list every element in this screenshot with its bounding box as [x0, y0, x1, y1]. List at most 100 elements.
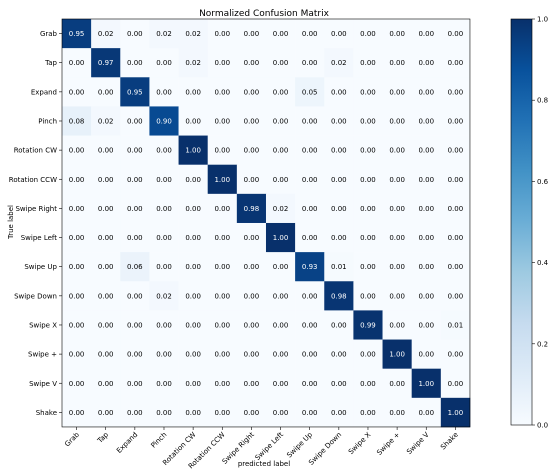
heatmap-cell	[62, 19, 92, 49]
heatmap-cell	[265, 106, 296, 136]
cell-value-label: 0.95	[69, 30, 85, 38]
heatmap-cell	[91, 222, 121, 253]
cell-value-label: 0.02	[156, 292, 172, 300]
heatmap-cell	[353, 310, 383, 340]
cell-value-label: 0.00	[214, 117, 230, 125]
cell-value-label: 0.00	[389, 234, 405, 242]
heatmap-cell	[236, 77, 267, 107]
x-tick-label: Pinch	[150, 431, 169, 450]
cell-value-label: 0.00	[448, 59, 464, 67]
heatmap-cell	[236, 48, 267, 78]
cell-value-label: 0.00	[302, 176, 318, 184]
heatmap-cell	[265, 339, 296, 369]
cell-value-label: 0.00	[302, 117, 318, 125]
heatmap-cell	[382, 19, 412, 49]
cell-value-label: 0.00	[273, 292, 289, 300]
cell-value-label: 0.00	[331, 176, 347, 184]
heatmap-cell	[382, 368, 412, 399]
cell-value-label: 0.00	[331, 380, 347, 388]
cell-value-label: 0.00	[331, 409, 347, 417]
heatmap-cell	[62, 281, 92, 311]
heatmap-cell	[178, 193, 208, 224]
heatmap-cell	[207, 77, 238, 107]
heatmap-cell	[178, 106, 208, 136]
heatmap-cell	[178, 368, 208, 399]
y-tick-label: Tap	[44, 59, 57, 67]
cell-value-label: 0.00	[69, 292, 85, 300]
heatmap-cell	[295, 48, 325, 78]
heatmap-cell	[120, 19, 150, 49]
cell-value-label: 0.00	[98, 380, 114, 388]
heatmap-cell	[324, 310, 354, 340]
heatmap-cell	[265, 19, 296, 49]
cell-value-label: 0.00	[360, 30, 376, 38]
heatmap-cell	[265, 193, 296, 224]
heatmap-cell	[324, 281, 354, 311]
heatmap-cell	[295, 339, 325, 369]
cell-value-label: 0.00	[69, 176, 85, 184]
cell-value-label: 0.00	[273, 263, 289, 271]
cell-value-label: 0.00	[214, 88, 230, 96]
cell-value-label: 0.00	[331, 30, 347, 38]
heatmap-cell	[91, 77, 121, 107]
heatmap-cell	[353, 397, 383, 428]
cell-value-label: 0.00	[273, 380, 289, 388]
cell-value-label: 0.00	[69, 351, 85, 359]
heatmap-cell	[149, 77, 179, 107]
heatmap-cell	[149, 252, 179, 282]
heatmap-cell	[62, 193, 92, 224]
heatmap-cell	[382, 252, 412, 282]
cell-value-label: 0.00	[331, 205, 347, 213]
cell-value-label: 0.00	[156, 409, 172, 417]
cell-value-label: 0.02	[98, 117, 114, 125]
cell-value-label: 1.00	[418, 380, 434, 388]
heatmap-cell	[120, 193, 150, 224]
heatmap-cell	[265, 397, 296, 428]
heatmap-cell	[382, 310, 412, 340]
heatmap-cell	[149, 135, 179, 165]
cell-value-label: 0.00	[244, 234, 260, 242]
heatmap-cell	[178, 397, 208, 428]
heatmap-cell	[207, 222, 238, 253]
cell-value-label: 0.00	[302, 292, 318, 300]
heatmap-cell	[324, 252, 354, 282]
heatmap-cell	[120, 48, 150, 78]
heatmap-cell	[295, 19, 325, 49]
cell-value-label: 0.00	[244, 30, 260, 38]
cell-value-label: 0.00	[389, 59, 405, 67]
cell-value-label: 0.00	[273, 117, 289, 125]
heatmap-cell	[149, 281, 179, 311]
heatmap-cell	[265, 222, 296, 253]
heatmap-cell	[324, 164, 354, 195]
cell-value-label: 0.00	[448, 351, 464, 359]
cell-value-label: 0.00	[214, 351, 230, 359]
cell-value-label: 0.00	[244, 351, 260, 359]
cell-value-label: 0.00	[302, 30, 318, 38]
cell-value-label: 0.00	[69, 409, 85, 417]
cell-value-label: 0.00	[127, 321, 143, 329]
cell-value-label: 1.00	[185, 147, 201, 155]
heatmap-cell	[178, 48, 208, 78]
cell-value-label: 0.00	[98, 205, 114, 213]
heatmap-cell	[411, 77, 442, 107]
cell-value-label: 0.00	[127, 234, 143, 242]
cell-value-label: 0.00	[185, 117, 201, 125]
cell-value-label: 0.00	[98, 147, 114, 155]
cell-value-label: 0.00	[244, 176, 260, 184]
cell-value-label: 0.00	[156, 321, 172, 329]
cell-value-label: 0.00	[389, 292, 405, 300]
y-tick-label: Rotation CW	[14, 147, 57, 155]
heatmap-cell	[440, 19, 471, 49]
cell-value-label: 0.00	[448, 292, 464, 300]
heatmap-cell	[324, 368, 354, 399]
x-tick-label: Expand	[115, 431, 139, 455]
heatmap-cell	[265, 310, 296, 340]
cell-value-label: 0.00	[127, 147, 143, 155]
cell-value-label: 0.00	[331, 321, 347, 329]
cell-value-label: 0.00	[360, 88, 376, 96]
cell-value-label: 0.00	[273, 88, 289, 96]
heatmap-cell	[149, 106, 179, 136]
cell-value-label: 0.00	[389, 205, 405, 213]
heatmap-cell	[382, 48, 412, 78]
cell-value-label: 0.00	[98, 263, 114, 271]
